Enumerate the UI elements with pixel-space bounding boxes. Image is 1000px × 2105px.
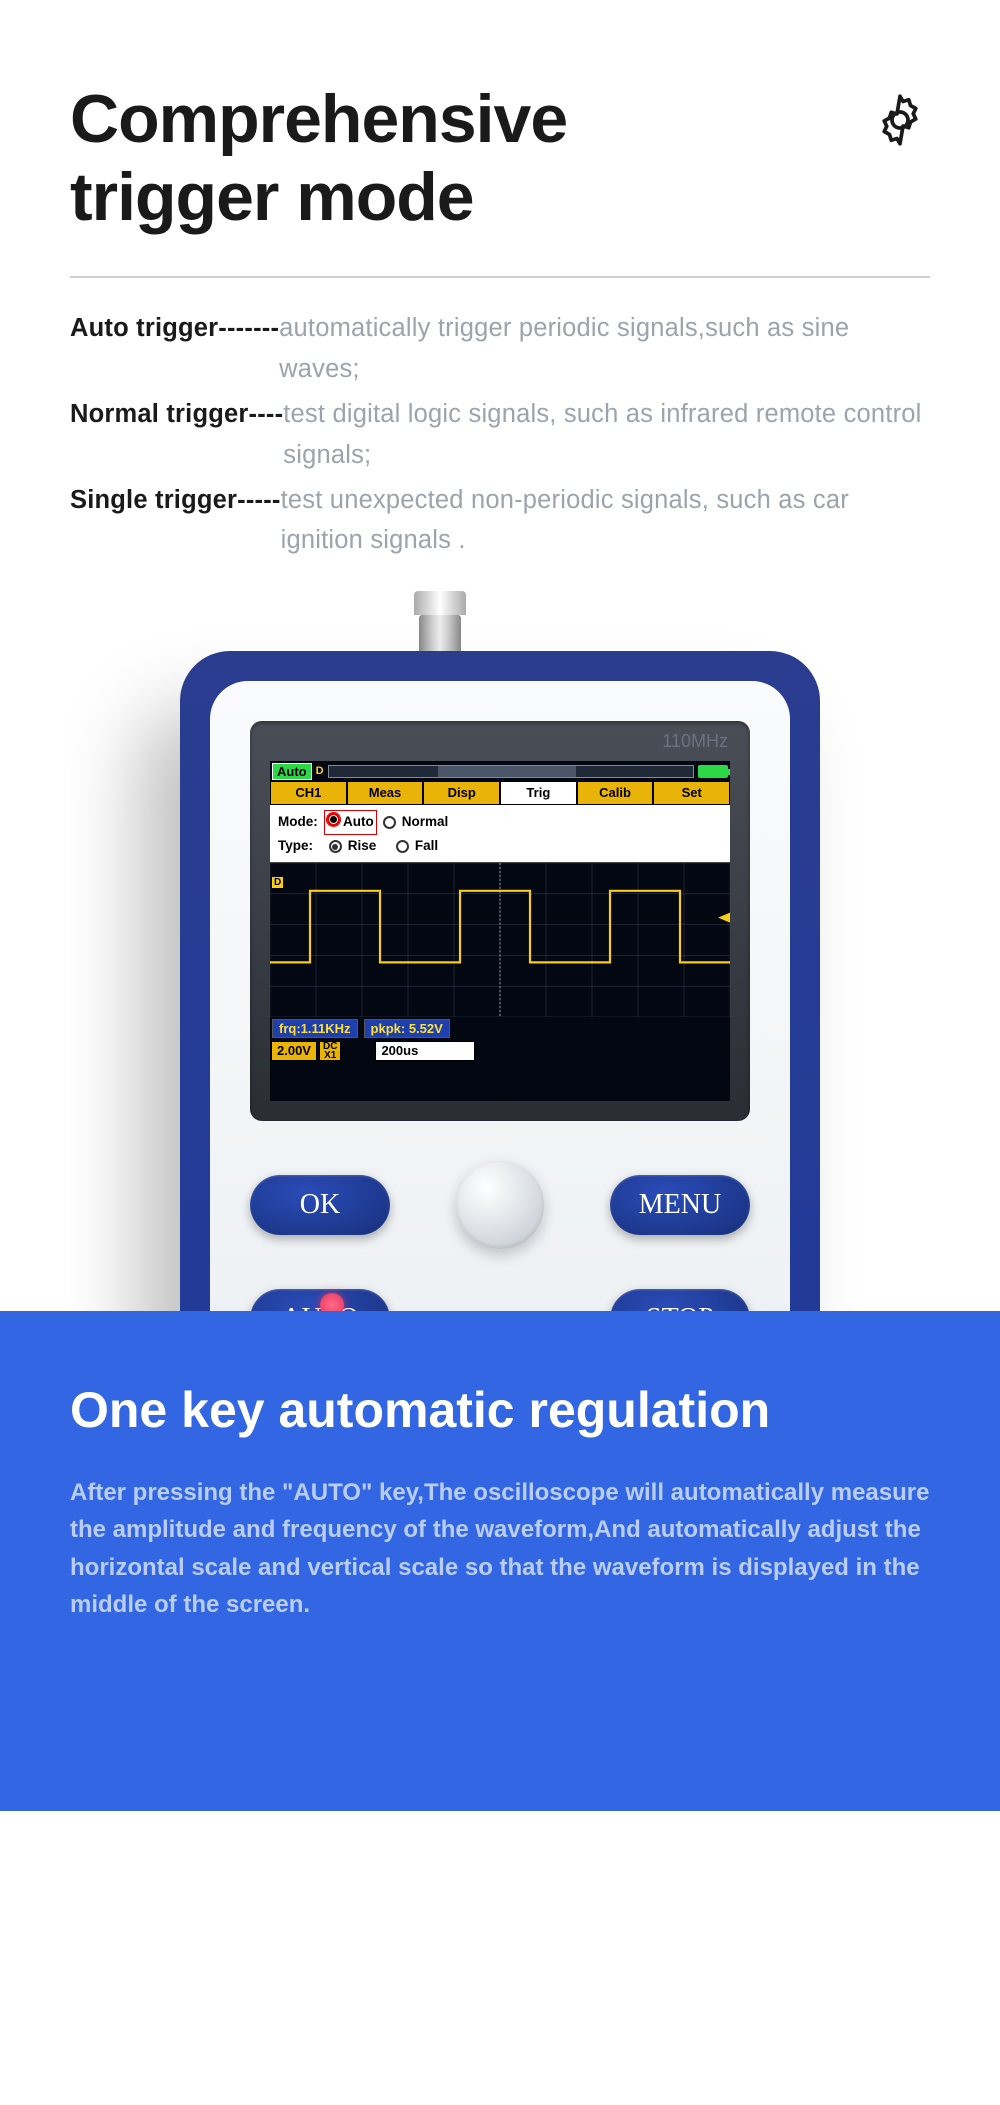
tab-disp[interactable]: Disp bbox=[423, 781, 500, 805]
mode-normal-option[interactable]: Normal bbox=[402, 811, 449, 834]
timebase-box: 200us bbox=[375, 1041, 475, 1061]
ok-button[interactable]: OK bbox=[250, 1175, 390, 1235]
mode-row: Mode: Auto Normal bbox=[278, 810, 722, 835]
tab-calib[interactable]: Calib bbox=[577, 781, 654, 805]
tab-trig[interactable]: Trig bbox=[500, 781, 577, 805]
trigger-row-auto: Auto trigger------- automatically trigge… bbox=[70, 308, 930, 390]
oscilloscope-screen: Auto D CH1 Meas Disp Trig bbox=[270, 761, 730, 1101]
tab-meas[interactable]: Meas bbox=[347, 781, 424, 805]
mhz-label: 110MHz bbox=[662, 731, 728, 752]
joystick[interactable] bbox=[456, 1161, 544, 1249]
title-row: Comprehensive trigger mode bbox=[70, 80, 930, 236]
trigger-label: Single trigger----- bbox=[70, 480, 281, 562]
dc-x1-box: DCX1 bbox=[319, 1041, 341, 1061]
trigger-desc: test unexpected non-periodic signals, su… bbox=[281, 480, 930, 562]
type-label: Type: bbox=[278, 835, 313, 858]
gear-icon bbox=[870, 90, 930, 150]
type-row: Type: Rise Fall bbox=[278, 835, 722, 858]
device-body: 110MHz Auto D CH1 Meas bbox=[180, 591, 820, 1311]
screen-tabs: CH1 Meas Disp Trig Calib Set bbox=[270, 781, 730, 805]
callout-dot bbox=[320, 1293, 344, 1311]
mode-auto-selected[interactable]: Auto bbox=[324, 810, 377, 835]
device-inner: 110MHz Auto D CH1 Meas bbox=[210, 681, 790, 1311]
battery-icon bbox=[698, 765, 728, 778]
page-root: Comprehensive trigger mode Auto trigger-… bbox=[0, 0, 1000, 1811]
panel-title: One key automatic regulation bbox=[70, 1381, 930, 1439]
top-section: Comprehensive trigger mode Auto trigger-… bbox=[0, 0, 1000, 1311]
trigger-desc: automatically trigger periodic signals,s… bbox=[279, 308, 930, 390]
screen-options: Mode: Auto Normal Type: Rise bbox=[270, 805, 730, 862]
screen-bezel: 110MHz Auto D CH1 Meas bbox=[250, 721, 750, 1121]
divider bbox=[70, 276, 930, 278]
trigger-label: Auto trigger------- bbox=[70, 308, 279, 390]
trigger-row-normal: Normal trigger---- test digital logic si… bbox=[70, 394, 930, 476]
panel-paragraph: After pressing the "AUTO" key,The oscill… bbox=[70, 1474, 930, 1623]
meas-frq: frq:1.11KHz bbox=[272, 1019, 358, 1038]
waveform-area: D bbox=[270, 862, 730, 1017]
screen-topbar: Auto D bbox=[270, 761, 730, 781]
device-shell: 110MHz Auto D CH1 Meas bbox=[180, 651, 820, 1311]
device-illustration: 110MHz Auto D CH1 Meas bbox=[70, 591, 930, 1311]
d-marker-left: D bbox=[272, 877, 283, 888]
volt-box: 2.00V bbox=[271, 1041, 317, 1061]
feature-panel: One key automatic regulation After press… bbox=[0, 1311, 1000, 1811]
stop-button[interactable]: STOP bbox=[610, 1289, 750, 1311]
device-buttons: OK MENU AUTO STOP bbox=[210, 1161, 790, 1311]
mode-label: Mode: bbox=[278, 811, 318, 834]
button-row-top: OK MENU bbox=[210, 1161, 790, 1249]
button-row-bottom: AUTO STOP bbox=[210, 1289, 790, 1311]
radio-icon[interactable] bbox=[396, 840, 409, 853]
screen-bottom-bar: 2.00V DCX1 200us bbox=[270, 1040, 730, 1062]
meas-pkpk: pkpk: 5.52V bbox=[364, 1019, 450, 1038]
type-fall-option[interactable]: Fall bbox=[415, 835, 438, 858]
menu-button[interactable]: MENU bbox=[610, 1175, 750, 1235]
page-title: Comprehensive trigger mode bbox=[70, 80, 567, 236]
measurements-row: frq:1.11KHz pkpk: 5.52V bbox=[270, 1017, 730, 1040]
trigger-label: Normal trigger---- bbox=[70, 394, 283, 476]
tab-set[interactable]: Set bbox=[653, 781, 730, 805]
trigger-row-single: Single trigger----- test unexpected non-… bbox=[70, 480, 930, 562]
status-badge: Auto bbox=[272, 763, 312, 780]
radio-icon[interactable] bbox=[383, 816, 396, 829]
trigger-desc: test digital logic signals, such as infr… bbox=[283, 394, 930, 476]
tab-ch1[interactable]: CH1 bbox=[270, 781, 347, 805]
type-rise-option[interactable]: Rise bbox=[348, 835, 377, 858]
d-marker-top: D bbox=[316, 765, 324, 777]
progress-track bbox=[328, 765, 694, 778]
radio-icon[interactable] bbox=[329, 840, 342, 853]
